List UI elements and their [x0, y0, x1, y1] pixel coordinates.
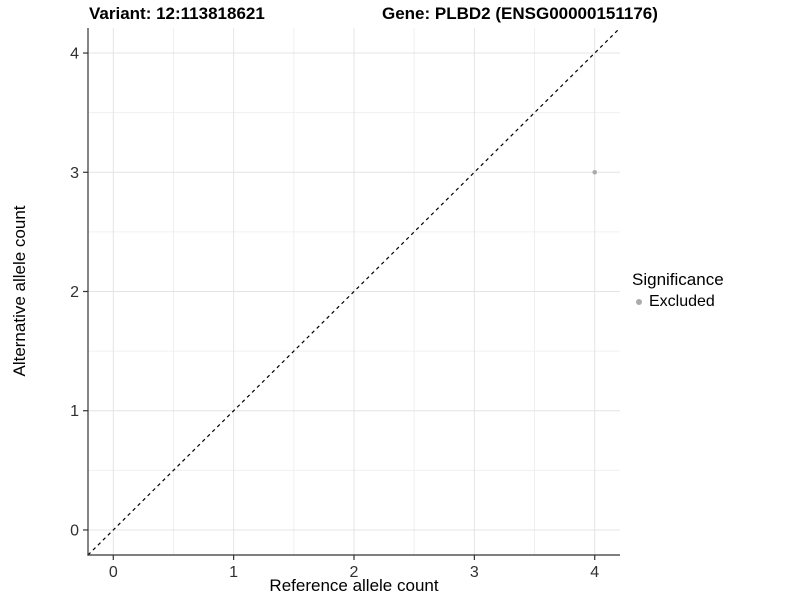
legend-entry-label: Excluded	[649, 293, 715, 310]
legend-key	[632, 294, 645, 310]
legend-title: Significance	[632, 270, 724, 289]
y-tick-label: 2	[70, 284, 79, 301]
y-tick-label: 1	[70, 403, 79, 420]
y-tick-label: 4	[70, 46, 79, 63]
data-point	[592, 169, 598, 175]
legend: Significance Excluded	[632, 270, 724, 311]
x-axis-title: Reference allele count	[269, 576, 439, 595]
x-tick-label: 1	[229, 564, 238, 581]
x-tick-label: 2	[350, 564, 359, 581]
plot-title-variant: Variant: 12:113818621	[89, 4, 265, 23]
y-axis-title: Alternative allele count	[10, 205, 29, 377]
y-tick-label: 0	[70, 522, 79, 539]
x-tick-label: 4	[590, 564, 599, 581]
plot-title-gene: Gene: PLBD2 (ENSG00000151176)	[382, 4, 658, 23]
legend-point-marker-icon	[635, 299, 642, 305]
y-tick-label: 3	[70, 165, 79, 182]
x-tick-label: 0	[109, 564, 118, 581]
legend-entry-excluded: Excluded	[632, 293, 724, 311]
identity-reference-line	[87, 27, 621, 556]
x-tick-label: 3	[470, 564, 479, 581]
